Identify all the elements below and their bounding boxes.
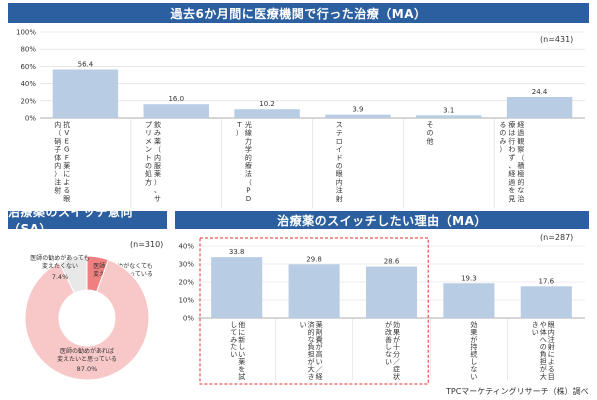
right-chart-title: 治療薬のスイッチしたい理由（MA） [175, 211, 589, 229]
donut-slice-label: 変えたくない [42, 262, 78, 270]
right-y-tick-label: 10% [178, 297, 194, 305]
left-chart-title: 治療薬のスイッチ意向（SA） [8, 205, 167, 236]
switch-reason-bar-chart: 0% 10% 20% 30% 40% 33.8 他に新しい薬を試してみたい 29.8 薬剤費が高… [178, 237, 585, 385]
donut-slice-label: 医師の勧めがなくても [93, 262, 153, 270]
top-y-tick-label: 40% [20, 80, 36, 88]
top-bar [234, 109, 300, 118]
top-sample-size: (n=431) [540, 35, 574, 44]
donut-slice [24, 259, 150, 381]
donut-slice-value: 7.4% [52, 273, 69, 281]
right-category-label: 他に新しい薬を試してみたい [230, 320, 245, 381]
right-bar [365, 266, 418, 318]
right-y-tick-label: 0% [183, 315, 194, 323]
top-bar [416, 115, 482, 118]
top-category-label: 光線力学的療法（ P DT） [236, 120, 252, 203]
top-category-label: 飲み薬（内服薬）、サプリメントの処方 [145, 120, 161, 203]
top-bar [143, 104, 209, 118]
top-data-label: 16.0 [168, 95, 184, 103]
top-bar-chart: 0% 20% 40% 60% 80% 100% 56.4 抗 V E G F 薬による眼内（硝子体内）注… [16, 29, 585, 208]
right-category-label: 眼内注射による目や体への負担が大きい [532, 321, 555, 381]
right-bar [288, 264, 340, 318]
donut-slice [58, 255, 88, 294]
donut-slice-label: 医師の勧めがあれば [60, 347, 114, 355]
right-bar [520, 286, 572, 318]
top-chart-title: 過去6か月間に医療機関で行った治療（MA） [8, 3, 589, 23]
right-data-label: 17.6 [539, 277, 555, 285]
source-credit: TPCマーケティングリサーチ（株）調べ [446, 387, 589, 396]
top-data-label: 3.9 [352, 106, 363, 114]
donut-slice-label: 変えたいと思っている [57, 355, 117, 363]
top-data-label: 10.2 [259, 100, 275, 108]
top-bar [52, 69, 119, 118]
top-data-label: 24.4 [532, 88, 548, 96]
top-category-label: 経過観察（積極的な治療は行わず、経過を見るのみ） [499, 120, 524, 203]
top-bar [325, 114, 391, 118]
donut-slice-label: 医師の勧めがあっても [30, 254, 89, 262]
top-y-tick-label: 0% [25, 115, 36, 123]
right-category-label: 効果が持続しない [470, 320, 477, 381]
highlight-box [199, 237, 429, 385]
donut-slice-value: 87.0% [77, 365, 98, 373]
top-y-tick-label: 100% [16, 29, 36, 37]
right-category-label: 薬剤費が高い／経済的な負担が大きい [300, 320, 323, 381]
top-y-tick-label: 20% [20, 97, 36, 105]
right-y-tick-label: 30% [178, 261, 194, 269]
right-data-label: 28.6 [384, 258, 400, 266]
top-data-label: 3.1 [443, 106, 454, 114]
right-bar [211, 257, 263, 318]
top-category-label: 抗 V E G F 薬による眼内（硝子体内）注射 [54, 120, 70, 203]
right-data-label: 29.8 [306, 255, 322, 263]
right-category-label: 効果が十分／症状が改善しない [385, 320, 400, 381]
left-sample-size: (n=310) [130, 240, 164, 249]
top-category-label: ステロイドの眼内注射 [336, 121, 343, 203]
switch-intent-donut-chart: 医師の勧めがなくても変えたいと思っている5.6%医師の勧めがあれば変えたいと思っ… [24, 254, 153, 381]
right-sample-size: (n=287) [540, 233, 574, 242]
top-category-label: その他 [427, 121, 434, 145]
right-bar [443, 283, 495, 318]
right-y-tick-label: 20% [178, 279, 194, 287]
top-bar [506, 97, 573, 118]
top-data-label: 56.4 [78, 60, 94, 68]
top-y-tick-label: 80% [20, 46, 36, 54]
top-y-tick-label: 60% [20, 63, 36, 71]
right-data-label: 33.8 [229, 248, 245, 256]
right-data-label: 19.3 [461, 274, 477, 282]
right-y-tick-label: 40% [178, 243, 194, 251]
